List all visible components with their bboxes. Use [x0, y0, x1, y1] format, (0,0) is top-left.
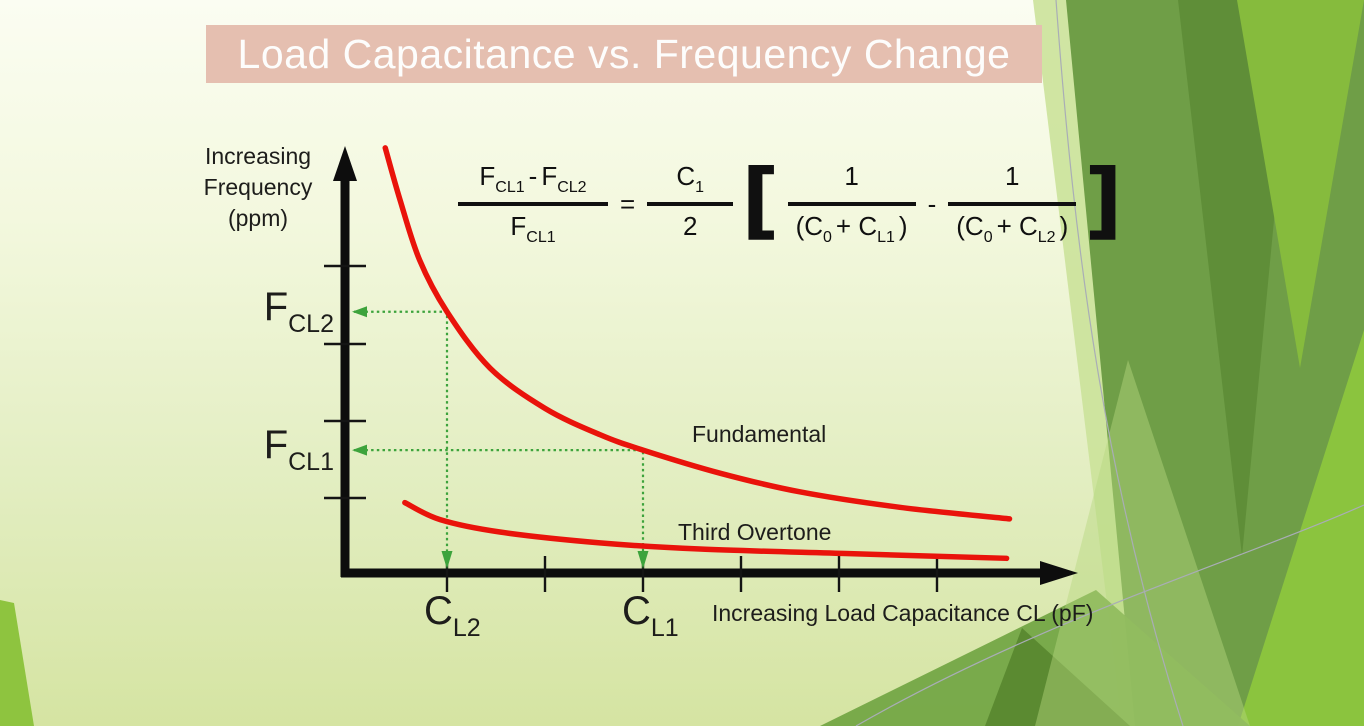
f-cl1-marker-label: FCL1: [263, 423, 334, 476]
title-bar: Load Capacitance vs. Frequency Change: [206, 25, 1042, 83]
c1-over-2-fraction: C1 2: [647, 161, 734, 247]
formula-term: FCL1: [479, 161, 525, 196]
f-cl2-marker-label: FCL2: [263, 285, 334, 338]
background-facet-bottom-dark: [985, 628, 1130, 726]
minus-sign: -: [927, 188, 937, 219]
accent-line-bottom: [855, 504, 1364, 726]
y-axis-label: Increasing Frequency (ppm): [183, 141, 333, 234]
formula-subscript: 1: [695, 179, 705, 196]
y-axis-arrow-icon: [333, 146, 357, 181]
marker-subscript: L2: [452, 614, 481, 642]
formula-term: ): [898, 211, 908, 241]
formula-term: + CL2: [996, 211, 1056, 246]
formula-lhs-fraction: FCL1 - FCL2 FCL1: [458, 161, 608, 247]
marker-subscript: CL1: [288, 448, 334, 476]
formula-subscript: L2: [1037, 229, 1056, 246]
fraction-bar: [787, 202, 916, 206]
formula-term: 2: [682, 211, 698, 241]
marker-subscript: CL2: [288, 310, 334, 338]
formula-subscript: CL1: [526, 229, 556, 246]
formula-subscript: L1: [877, 229, 895, 246]
fraction-bar: [948, 202, 1077, 206]
formula-operator: -: [528, 161, 538, 191]
formula-subscript: 0: [983, 229, 993, 246]
marker-subscript: L1: [650, 614, 679, 642]
third-overtone-curve-label: Third Overtone: [678, 519, 832, 545]
y-axis-label-line: Increasing: [204, 143, 312, 169]
curve-fundamental: [382, 145, 1013, 522]
formula-subscript: CL1: [495, 179, 525, 196]
projection-left-arrow-icon: [352, 444, 367, 456]
projection-down-arrow-icon: [441, 551, 453, 569]
projection-down-arrow-icon: [637, 551, 649, 569]
formula-term: 1: [844, 161, 859, 191]
formula-term: FCL2: [541, 161, 587, 196]
y-axis-ticks: [324, 264, 366, 500]
formula-term: C1: [676, 161, 705, 196]
formula-term: (C0: [956, 211, 993, 246]
formula-term: + CL1: [835, 211, 895, 246]
formula-term: ): [1059, 211, 1069, 241]
formula-term: 1: [1005, 161, 1020, 191]
background-facet-bright-v: [1237, 0, 1364, 368]
background-facet-pale-overlay: [1035, 360, 1250, 726]
formula-subscript: CL2: [557, 179, 587, 196]
plot-layer: [352, 145, 1013, 569]
x-axis-arrow-icon: [1040, 561, 1078, 585]
left-bracket: [: [741, 151, 780, 250]
projection-left-arrow-icon: [352, 306, 367, 318]
fundamental-curve-label: Fundamental: [692, 421, 827, 447]
x-axis-label: Increasing Load Capacitance CL (pF): [712, 600, 1094, 626]
fraction-bar: [458, 202, 608, 206]
frequency-change-formula: FCL1 - FCL2 FCL1 = C1 2 [ 1: [458, 151, 1131, 250]
background-facet-bottom-left-wedge: [0, 600, 34, 726]
c-l1-marker-label: CL1: [622, 589, 679, 642]
x-axis: [341, 561, 1078, 585]
y-axis-label-line: Frequency: [203, 174, 313, 200]
equals-sign: =: [620, 188, 636, 219]
formula-subscript: 0: [823, 229, 832, 246]
fraction-bar: [647, 202, 734, 206]
term1-fraction: 1 (C0 + CL1 ): [787, 161, 916, 247]
right-bracket: ]: [1084, 151, 1123, 250]
term2-fraction: 1 (C0 + CL2 ): [948, 161, 1077, 247]
y-axis-label-line: (ppm): [227, 205, 289, 231]
y-axis: [333, 146, 357, 577]
formula-term: (C0: [795, 211, 832, 246]
background-facet-bright-right: [1238, 330, 1364, 726]
formula-term: FCL1: [510, 211, 556, 246]
accent-line-top: [1055, 0, 1184, 726]
c-l2-marker-label: CL2: [424, 589, 481, 642]
projection-line-cl1: [354, 448, 645, 553]
curve-third-overtone: [402, 499, 1010, 562]
page-title: Load Capacitance vs. Frequency Change: [237, 30, 1011, 77]
